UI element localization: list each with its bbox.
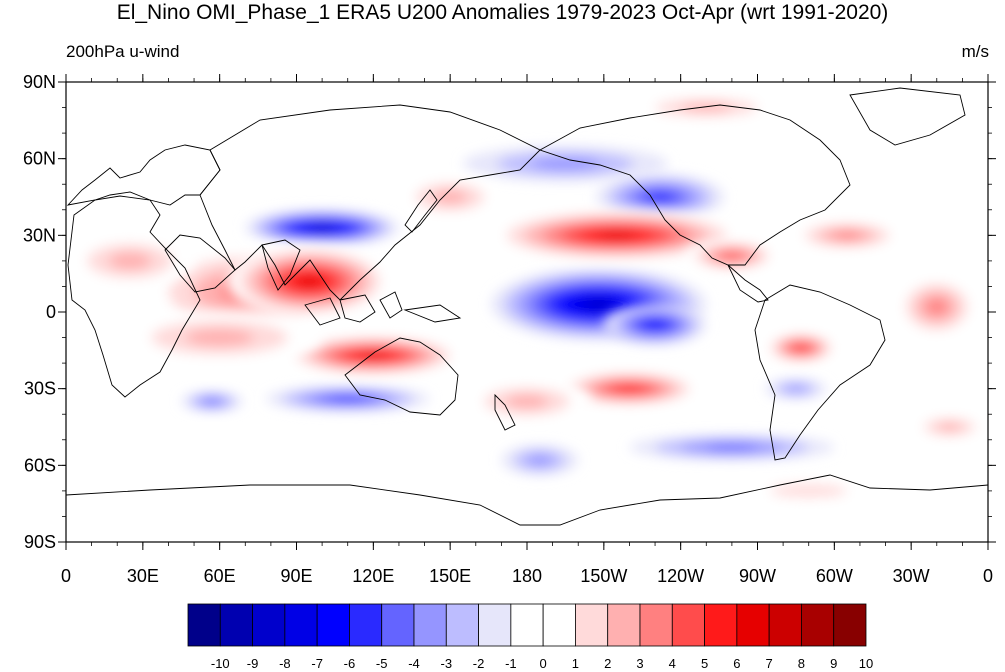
anomaly-region [488,209,745,261]
coastlines [66,87,988,526]
lon-label: 60W [816,566,853,586]
colorbar-label: 9 [830,656,837,671]
anomaly-region [765,332,837,364]
colorbar-label: 7 [766,656,773,671]
anomaly-region [629,94,784,121]
colorbar-label: -7 [311,656,323,671]
lon-label: 150E [429,566,471,586]
anomaly-region [66,235,195,287]
anomaly-region [265,386,430,412]
colorbar-label: -3 [441,656,453,671]
anomaly-region [462,145,668,182]
anomaly-region [283,335,463,376]
colorbar-swatch [704,603,738,647]
anomaly-region [181,391,243,412]
anomaly-region [911,414,988,440]
anomaly-region [117,312,323,364]
anomaly-region [227,245,392,318]
units-label: m/s [961,42,989,61]
map-title: El_Nino OMI_Phase_1 ERA5 U200 Anomalies … [116,1,889,24]
colorbar-label: 5 [701,656,708,671]
lat-label: 90N [23,72,56,92]
lon-label: 30W [893,566,930,586]
lon-label: 120W [657,566,704,586]
anomaly-region [790,220,904,251]
colorbar-swatch [833,603,867,647]
anomaly-region [603,304,707,346]
lat-label: 30N [23,225,56,245]
colorbar-label: 10 [859,656,873,671]
colorbar-swatch [542,603,576,647]
anomaly-region [596,174,725,220]
colorbar-swatch [413,603,447,647]
colorbar-label: 2 [604,656,611,671]
lon-label: 60E [204,566,236,586]
colorbar-label: -8 [279,656,291,671]
lon-label: 180 [512,566,542,586]
colorbar-swatch [671,603,705,647]
colorbar-label: 8 [798,656,805,671]
lat-label: 0 [46,302,56,322]
colorbar-swatch [381,603,415,647]
colorbar-label: -5 [376,656,388,671]
lat-label: 60N [23,149,56,169]
lat-label: 60S [24,455,56,475]
lon-label: 0 [983,566,993,586]
colorbar: -10 -9 -8 -7 -6 -5 -4 -3 -2 -1 0 1 2 3 4 5 6 7 8 9 10 [187,603,873,671]
colorbar-swatch [252,603,286,647]
colorbar-swatch [768,603,802,647]
lon-label: 90E [280,566,312,586]
anomaly-region [398,176,502,218]
colorbar-swatch [445,603,479,647]
colorbar-label: -4 [408,656,420,671]
colorbar-label: -2 [473,656,485,671]
colorbar-label: -10 [211,656,230,671]
colorbar-swatch [478,603,512,647]
colorbar-swatch [284,603,318,647]
colorbar-swatch [607,603,641,647]
anomaly-region [765,378,827,399]
lat-label: 90S [24,532,56,552]
anomaly-region [895,276,978,338]
colorbar-swatch [575,603,609,647]
colorbar-label: 4 [669,656,676,671]
variable-label: 200hPa u-wind [66,42,180,61]
colorbar-label: -9 [247,656,259,671]
anomaly-field [66,94,988,504]
anomaly-region [731,478,886,504]
anomaly-region [629,434,835,461]
anomaly-region [557,370,702,407]
colorbar-label: 6 [733,656,740,671]
lon-label: 150W [580,566,627,586]
colorbar-swatch [510,603,544,647]
lon-label: 120E [352,566,394,586]
colorbar-swatch [736,603,770,647]
lon-label: 90W [739,566,776,586]
anomaly-region [462,381,592,422]
colorbar-swatch [639,603,673,647]
colorbar-swatch [187,603,221,647]
colorbar-swatch [349,603,383,647]
lat-label: 30S [24,379,56,399]
lon-label: 0 [61,566,71,586]
anomaly-region [245,209,399,246]
colorbar-label: 1 [572,656,579,671]
colorbar-label: -6 [344,656,356,671]
lon-label: 30E [127,566,159,586]
colorbar-label: 0 [540,656,547,671]
colorbar-label: 3 [636,656,643,671]
colorbar-label: -1 [505,656,517,671]
colorbar-swatch [316,603,350,647]
colorbar-swatch [219,603,253,647]
anomaly-region [501,444,579,476]
colorbar-swatch [801,603,835,647]
